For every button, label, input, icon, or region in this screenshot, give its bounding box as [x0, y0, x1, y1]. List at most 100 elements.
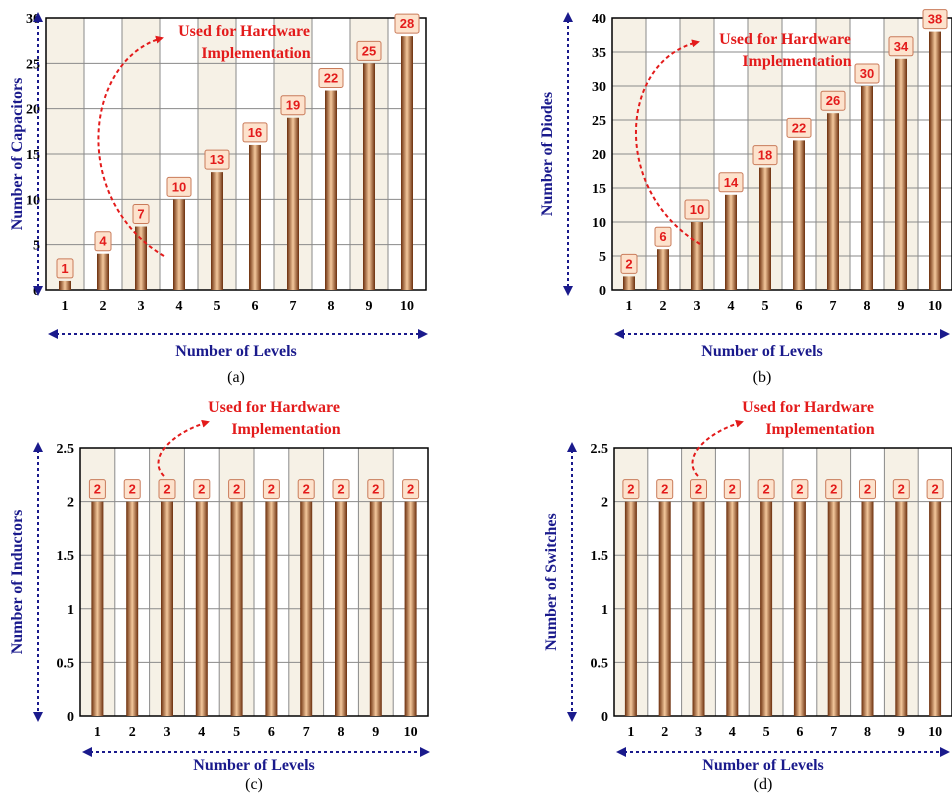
y-tick-label: 15: [592, 182, 606, 197]
x-tick-label: 1: [62, 299, 69, 314]
bar: [195, 501, 208, 716]
x-tick-label: 6: [796, 299, 803, 314]
x-tick-label: 2: [129, 725, 136, 740]
data-label: 28: [400, 16, 414, 31]
x-tick-label: 3: [164, 725, 171, 740]
annotation-line-1: Used for Hardware: [208, 399, 340, 416]
data-label: 2: [898, 482, 905, 497]
annotation-line-1: Used for Hardware: [178, 23, 310, 40]
data-label-box: [926, 479, 944, 500]
data-label-box: [367, 479, 385, 500]
data-label: 2: [762, 482, 769, 497]
bar: [287, 117, 299, 290]
data-label: 25: [362, 43, 376, 58]
bar: [369, 501, 382, 716]
x-tick-label: 1: [626, 299, 633, 314]
y-tick-label: 2: [601, 496, 608, 511]
annotation-line-2: Implementation: [231, 421, 340, 438]
y-tick-label: 0: [601, 710, 608, 725]
data-label: 2: [337, 482, 344, 497]
data-label: 6: [659, 229, 666, 244]
bar: [726, 501, 739, 716]
x-tick-label: 2: [661, 725, 668, 740]
bar: [126, 501, 139, 716]
y-tick-label: 10: [592, 216, 606, 231]
data-label: 2: [796, 482, 803, 497]
data-label-box: [820, 90, 846, 111]
data-label: 10: [690, 202, 704, 217]
x-tick-label: 3: [138, 299, 145, 314]
data-label-box: [888, 36, 914, 57]
x-tick-label: 6: [252, 299, 259, 314]
annotation-line-2: Implementation: [765, 421, 874, 438]
data-label-box: [752, 145, 778, 166]
y-tick-label: 2.5: [591, 442, 609, 457]
panel-label: (b): [753, 369, 772, 386]
bar: [691, 222, 703, 290]
y-tick-label: 0: [599, 284, 606, 299]
y-axis-title: Number of Switches: [543, 513, 560, 650]
bar: [929, 501, 942, 716]
data-label-box: [94, 231, 112, 252]
y-tick-label: 1.5: [57, 549, 75, 564]
data-label-box: [332, 479, 350, 500]
x-tick-label: 8: [864, 725, 871, 740]
x-tick-label: 5: [233, 725, 240, 740]
data-label: 22: [792, 120, 806, 135]
y-tick-label: 1.5: [591, 549, 609, 564]
x-tick-label: 7: [830, 299, 837, 314]
x-tick-label: 4: [176, 299, 183, 314]
x-tick-label: 2: [100, 299, 107, 314]
annotation-line-1: Used for Hardware: [719, 31, 851, 48]
bar: [59, 280, 71, 290]
data-label-box: [356, 40, 382, 61]
annotation-line-2: Implementation: [742, 53, 851, 70]
panel-label: (a): [227, 369, 245, 386]
data-label-box: [654, 226, 672, 247]
data-label-box: [791, 479, 809, 500]
bar: [161, 501, 173, 716]
y-tick-label: 1: [67, 603, 74, 618]
bar: [759, 167, 771, 290]
x-tick-label: 1: [94, 725, 101, 740]
data-label-box: [854, 63, 880, 84]
data-label-box: [123, 479, 141, 500]
data-label: 2: [864, 482, 871, 497]
data-label-box: [158, 479, 176, 500]
bar: [657, 249, 669, 290]
bar: [793, 140, 805, 290]
data-label-box: [228, 479, 246, 500]
bar: [363, 63, 375, 291]
bar: [97, 253, 109, 290]
x-axis-title: Number of Levels: [701, 343, 822, 360]
bar: [793, 501, 806, 716]
bar: [760, 501, 773, 716]
y-tick-label: 0.5: [57, 656, 75, 671]
data-label: 2: [129, 482, 136, 497]
data-label-box: [166, 176, 192, 197]
y-axis-title: Number of Diodes: [539, 92, 556, 216]
data-label: 34: [894, 39, 909, 54]
x-axis-title: Number of Levels: [175, 343, 296, 360]
x-tick-label: 6: [796, 725, 803, 740]
data-label: 16: [248, 125, 262, 140]
bar: [300, 501, 313, 716]
y-tick-label: 20: [592, 148, 606, 163]
x-tick-label: 5: [214, 299, 221, 314]
data-label: 2: [198, 482, 205, 497]
data-label-box: [786, 117, 812, 138]
y-tick-label: 25: [592, 114, 606, 129]
data-label: 2: [372, 482, 379, 497]
bar: [173, 199, 185, 290]
bar: [895, 58, 907, 290]
data-label: 30: [860, 66, 874, 81]
data-label: 1: [61, 261, 68, 276]
data-label: 7: [137, 207, 144, 222]
y-tick-label: 5: [599, 250, 606, 265]
data-label-box: [318, 68, 344, 89]
bar: [135, 226, 147, 290]
x-tick-label: 8: [328, 299, 335, 314]
data-label: 2: [931, 482, 938, 497]
data-label-box: [193, 479, 211, 500]
